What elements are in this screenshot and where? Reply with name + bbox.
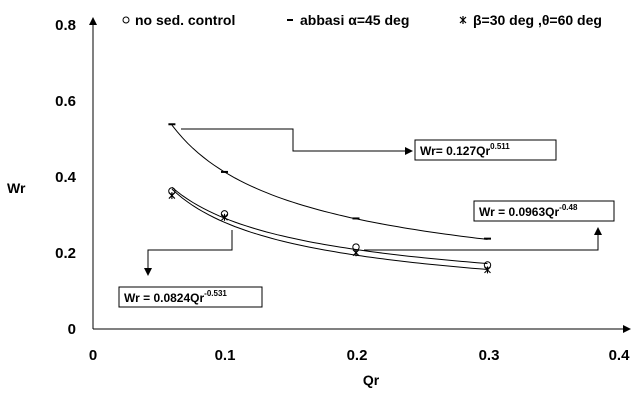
equation-box (414, 139, 557, 161)
x-tick-labels: 0 0.1 0.2 0.3 0.4 (89, 347, 630, 364)
y-tick-label: 0.4 (55, 169, 77, 186)
equation-annotations: Wr= 0.127Qr0.511 Wr = 0.0963Qr-0.48 Wr =… (118, 128, 615, 308)
data-point-asterisk (352, 249, 360, 257)
legend-marker-circle (122, 16, 130, 24)
equation-base: Wr = 0.0824Qr (124, 291, 204, 305)
x-axis-title: Qr (363, 372, 380, 388)
y-tick-label: 0.2 (55, 245, 76, 262)
x-tick-label: 0.1 (215, 347, 236, 364)
data-point-asterisk (168, 192, 176, 200)
y-tick-label: 0.8 (55, 17, 76, 34)
equation-text: Wr= 0.127Qr0.511 (420, 142, 510, 158)
equation-box (473, 200, 615, 222)
fit-curve (171, 186, 488, 265)
connector-line (147, 230, 233, 268)
plot-area (168, 123, 492, 274)
equation-exponent: -0.531 (204, 289, 227, 298)
legend-label: abbasi α=45 deg (300, 12, 409, 28)
fit-curve (171, 188, 488, 270)
legend-label: no sed. control (135, 12, 235, 28)
y-tick-label: 0 (68, 321, 76, 338)
equation-base: Wr = 0.0963Qr (479, 205, 559, 219)
connector-line (364, 234, 599, 251)
connector-arrowhead (405, 147, 413, 155)
y-axis-arrow (89, 17, 97, 25)
y-tick-labels: 0 0.2 0.4 0.6 0.8 (55, 17, 77, 338)
y-axis-title: Wr (7, 180, 26, 196)
x-axis-arrow (623, 325, 631, 333)
x-tick-label: 0.2 (347, 347, 368, 364)
equation-box (118, 286, 263, 308)
legend: no sed. control abbasi α=45 deg β=30 deg… (122, 12, 602, 28)
connector-arrowhead (144, 268, 152, 276)
data-point-asterisk (221, 213, 228, 221)
equation-text: Wr = 0.0963Qr-0.48 (479, 203, 578, 219)
x-tick-label: 0.4 (609, 347, 631, 364)
equation-exponent: -0.48 (559, 203, 578, 212)
y-tick-label: 0.6 (55, 93, 76, 110)
equation-base: Wr= 0.127Qr (420, 144, 490, 158)
equation-text: Wr = 0.0824Qr-0.531 (124, 289, 227, 305)
connector-line (181, 128, 405, 152)
x-tick-label: 0.3 (479, 347, 500, 364)
axes (89, 17, 631, 333)
legend-marker-asterisk (459, 16, 467, 24)
legend-label: β=30 deg ,θ=60 deg (473, 12, 602, 28)
connector-arrowhead (594, 227, 602, 235)
data-point-asterisk (484, 266, 491, 274)
equation-exponent: 0.511 (490, 142, 510, 151)
x-tick-label: 0 (89, 347, 97, 364)
